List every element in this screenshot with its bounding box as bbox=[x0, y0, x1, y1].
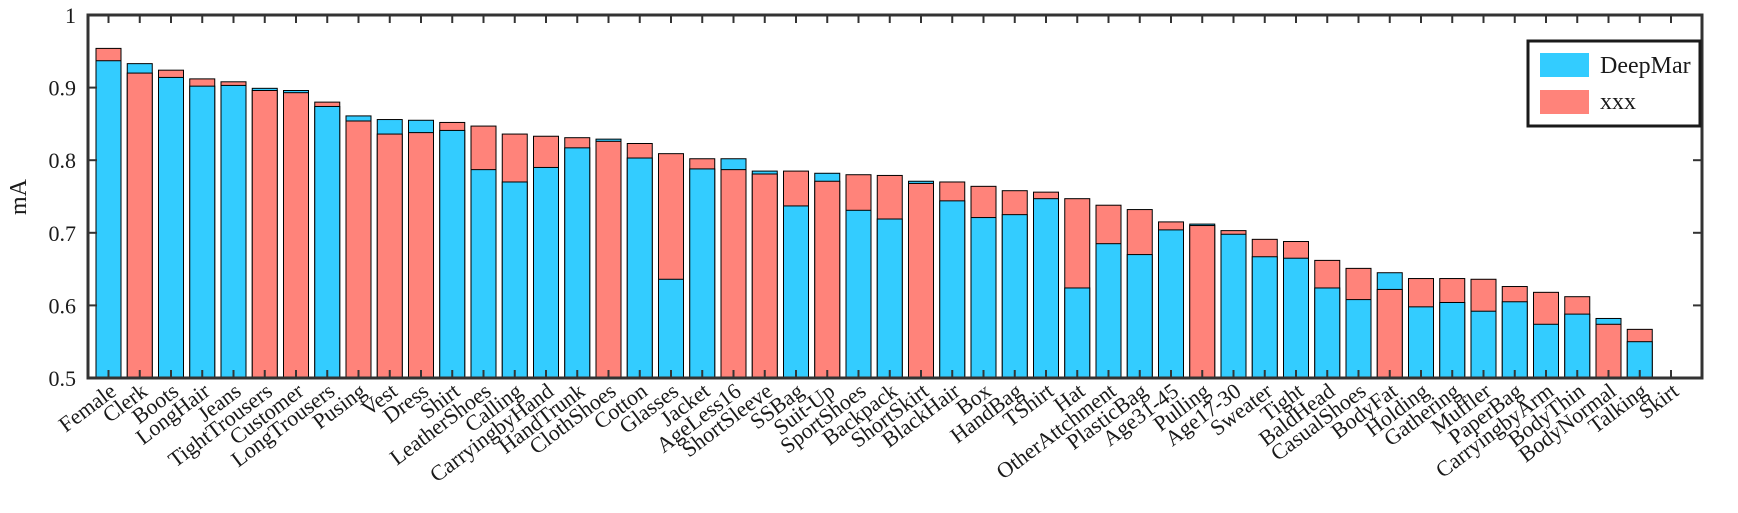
bar-deepmar-backpack bbox=[876, 218, 903, 379]
bar-deepmar-age17-30 bbox=[1220, 233, 1247, 379]
bar-deepmar-handbag bbox=[1001, 214, 1028, 379]
bar-deepmar-female bbox=[95, 60, 122, 379]
bar-deepmar-ssbag bbox=[783, 205, 809, 379]
bar-deepmar-gathering bbox=[1439, 301, 1466, 379]
bar-deepmar-cotton bbox=[626, 157, 653, 379]
bar-deepmar-baldhead bbox=[1314, 287, 1341, 379]
bar-deepmar-carryingbyarm bbox=[1533, 323, 1559, 379]
bar-deepmar-box bbox=[970, 217, 997, 379]
bar-deepmar-sweater bbox=[1251, 256, 1278, 379]
bar-deepmar-handtrunk bbox=[564, 147, 591, 379]
bar-deepmar-muffler bbox=[1470, 310, 1497, 379]
bar-xxx-pusing bbox=[345, 120, 372, 379]
bar-deepmar-leathershoes bbox=[470, 169, 497, 379]
bar-deepmar-holding bbox=[1408, 306, 1434, 379]
bar-xxx-suit-up bbox=[814, 180, 841, 379]
bar-deepmar-glasses bbox=[658, 278, 684, 379]
y-tick-label: 0.9 bbox=[49, 76, 77, 101]
bar-deepmar-longhair bbox=[189, 85, 216, 379]
bar-deepmar-sportshoes bbox=[845, 209, 872, 379]
y-tick-label: 0.6 bbox=[49, 293, 77, 318]
bar-deepmar-jacket bbox=[689, 168, 716, 379]
y-tick-label: 1 bbox=[65, 3, 76, 28]
bar-xxx-pulling bbox=[1189, 225, 1216, 379]
bar-deepmar-longtrousers bbox=[314, 105, 341, 379]
bar-xxx-tighttrousers bbox=[251, 90, 278, 379]
bar-deepmar-tshirt bbox=[1033, 198, 1059, 379]
legend-label-xxx: xxx bbox=[1600, 89, 1636, 115]
bar-deepmar-carryingbyhand bbox=[533, 166, 559, 379]
bar-deepmar-paperbag bbox=[1501, 301, 1528, 379]
bar-deepmar-age31-45 bbox=[1158, 229, 1184, 379]
bars-group bbox=[95, 47, 1653, 379]
bar-xxx-clerk bbox=[126, 72, 153, 379]
y-axis-label: mA bbox=[6, 178, 32, 215]
legend-label-deepmar: DeepMar bbox=[1600, 53, 1691, 79]
bar-deepmar-blackhair bbox=[939, 200, 966, 379]
bar-deepmar-hat bbox=[1064, 287, 1091, 379]
legend: DeepMar xxx bbox=[1526, 39, 1702, 128]
bar-xxx-bodyfat bbox=[1376, 288, 1403, 379]
bar-deepmar-tight bbox=[1283, 257, 1309, 379]
bar-deepmar-otherattchment bbox=[1095, 243, 1122, 379]
bar-xxx-dress bbox=[408, 132, 434, 379]
legend-swatch-deepmar bbox=[1540, 53, 1589, 77]
y-tick-label: 0.5 bbox=[49, 366, 77, 391]
bar-deepmar-bodythin bbox=[1564, 313, 1591, 379]
bar-xxx-shortsleeve bbox=[751, 173, 778, 379]
bar-xxx-customer bbox=[283, 92, 309, 379]
bar-deepmar-shirt bbox=[439, 129, 466, 379]
bar-xxx-clothshoes bbox=[595, 140, 622, 379]
bar-deepmar-boots bbox=[158, 76, 184, 379]
bar-xxx-vest bbox=[376, 133, 403, 379]
bar-deepmar-plasticbag bbox=[1126, 254, 1153, 379]
y-tick-label: 0.8 bbox=[49, 148, 77, 173]
y-tick-label: 0.7 bbox=[49, 221, 77, 246]
bar-deepmar-casualshoes bbox=[1345, 299, 1372, 379]
bar-deepmar-jeans bbox=[220, 84, 247, 379]
bar-deepmar-calling bbox=[501, 181, 528, 379]
bar-xxx-ageless16 bbox=[720, 169, 747, 379]
bar-xxx-shortskirt bbox=[908, 182, 934, 379]
plot-frame bbox=[86, 13, 1704, 380]
legend-swatch-xxx bbox=[1540, 90, 1589, 114]
bar-xxx-bodynormal bbox=[1595, 323, 1622, 379]
